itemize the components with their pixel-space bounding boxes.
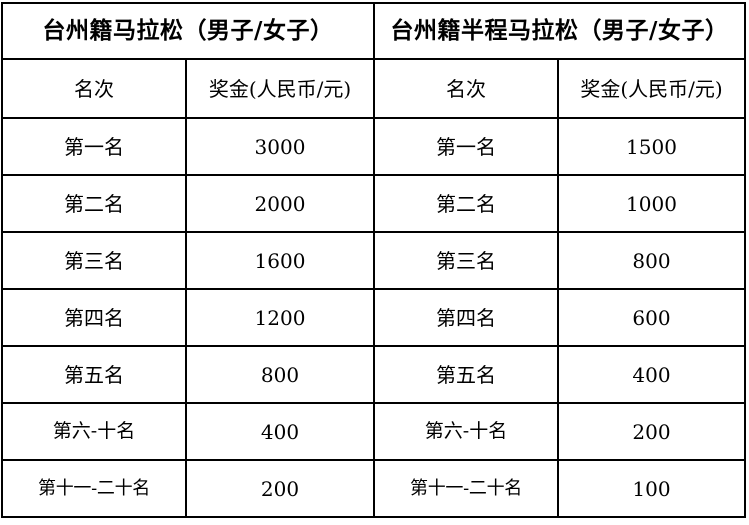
cell-prize-half-marathon: 200 bbox=[557, 402, 746, 461]
cell-rank-marathon: 第五名 bbox=[1, 345, 187, 404]
cell-prize-marathon: 200 bbox=[185, 459, 375, 518]
cell-prize-marathon: 2000 bbox=[185, 174, 375, 233]
table-row: 第五名 800 第五名 400 bbox=[1, 345, 746, 404]
column-header-prize-half-marathon: 奖金(人民币/元) bbox=[557, 58, 746, 119]
cell-rank-marathon: 第六-十名 bbox=[1, 402, 187, 461]
column-header-rank-half-marathon: 名次 bbox=[373, 58, 559, 119]
cell-prize-half-marathon: 800 bbox=[557, 231, 746, 290]
cell-prize-marathon: 1200 bbox=[185, 288, 375, 347]
group-header-marathon: 台州籍马拉松（男子/女子） bbox=[1, 2, 375, 60]
column-header-prize-marathon: 奖金(人民币/元) bbox=[185, 58, 375, 119]
cell-prize-half-marathon: 100 bbox=[557, 459, 746, 518]
cell-rank-half-marathon: 第三名 bbox=[373, 231, 559, 290]
cell-prize-marathon: 1600 bbox=[185, 231, 375, 290]
column-header-row: 名次 奖金(人民币/元) 名次 奖金(人民币/元) bbox=[1, 58, 746, 119]
table-row: 第四名 1200 第四名 600 bbox=[1, 288, 746, 347]
column-header-rank-marathon: 名次 bbox=[1, 58, 187, 119]
cell-prize-half-marathon: 600 bbox=[557, 288, 746, 347]
cell-rank-marathon: 第十一-二十名 bbox=[1, 459, 187, 518]
cell-rank-half-marathon: 第二名 bbox=[373, 174, 559, 233]
table-row: 第一名 3000 第一名 1500 bbox=[1, 117, 746, 176]
cell-prize-half-marathon: 400 bbox=[557, 345, 746, 404]
cell-prize-marathon: 800 bbox=[185, 345, 375, 404]
cell-rank-marathon: 第一名 bbox=[1, 117, 187, 176]
group-header-half-marathon: 台州籍半程马拉松（男子/女子） bbox=[373, 2, 746, 60]
table-body: 台州籍马拉松（男子/女子） 台州籍半程马拉松（男子/女子） 名次 奖金(人民币/… bbox=[1, 2, 746, 518]
table-row: 第六-十名 400 第六-十名 200 bbox=[1, 402, 746, 461]
cell-rank-marathon: 第四名 bbox=[1, 288, 187, 347]
cell-prize-half-marathon: 1500 bbox=[557, 117, 746, 176]
cell-prize-marathon: 3000 bbox=[185, 117, 375, 176]
table-row: 第二名 2000 第二名 1000 bbox=[1, 174, 746, 233]
prize-money-table: 台州籍马拉松（男子/女子） 台州籍半程马拉松（男子/女子） 名次 奖金(人民币/… bbox=[1, 2, 746, 518]
table-row: 第三名 1600 第三名 800 bbox=[1, 231, 746, 290]
cell-prize-half-marathon: 1000 bbox=[557, 174, 746, 233]
cell-rank-half-marathon: 第一名 bbox=[373, 117, 559, 176]
cell-rank-half-marathon: 第十一-二十名 bbox=[373, 459, 559, 518]
cell-rank-marathon: 第二名 bbox=[1, 174, 187, 233]
cell-rank-marathon: 第三名 bbox=[1, 231, 187, 290]
cell-rank-half-marathon: 第四名 bbox=[373, 288, 559, 347]
cell-rank-half-marathon: 第六-十名 bbox=[373, 402, 559, 461]
cell-rank-half-marathon: 第五名 bbox=[373, 345, 559, 404]
group-header-row: 台州籍马拉松（男子/女子） 台州籍半程马拉松（男子/女子） bbox=[1, 2, 746, 60]
cell-prize-marathon: 400 bbox=[185, 402, 375, 461]
table-row: 第十一-二十名 200 第十一-二十名 100 bbox=[1, 459, 746, 518]
